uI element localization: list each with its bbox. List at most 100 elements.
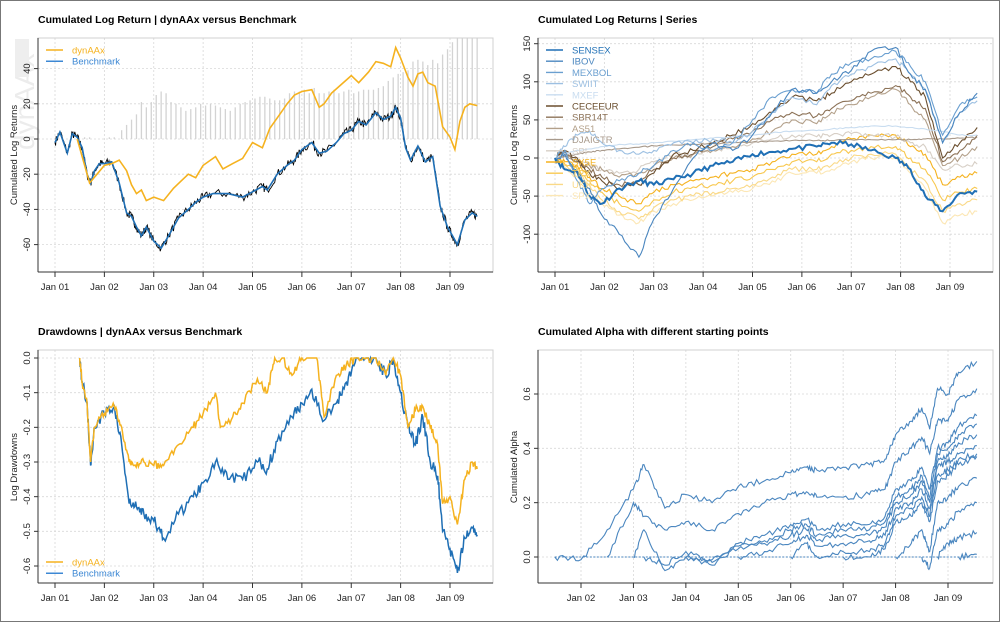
- y-tick-label: 0.2: [522, 496, 533, 509]
- x-tick-label: Jan 04: [672, 593, 701, 604]
- x-tick-label: Jan 04: [189, 593, 218, 604]
- series-line-mexbol: [554, 49, 978, 205]
- y-tick-label: 150: [522, 36, 533, 52]
- legend-label-benchmark: Benchmark: [72, 57, 120, 68]
- alpha-line-start-10: [921, 501, 977, 571]
- y-tick-label: -20: [22, 167, 33, 181]
- legend-label-sx5e: SX5E: [572, 158, 596, 169]
- x-tick-label: Jan 04: [689, 282, 718, 293]
- chart-title: Cumulated Log Returns | Series: [538, 14, 697, 26]
- x-tick-label: Jan 05: [738, 282, 767, 293]
- x-tick-label: Jan 09: [936, 282, 965, 293]
- series-line-sensex: [554, 139, 978, 213]
- legend-label-sensex: SENSEX: [572, 46, 611, 57]
- x-tick-label: Jan 08: [881, 593, 910, 604]
- legend-label-benchmark: Benchmark: [72, 569, 120, 580]
- x-tick-label: Jan 07: [337, 282, 366, 293]
- y-axis-label: Cumulated Alpha: [509, 430, 520, 503]
- legend-label-dynaax: dynAAx: [72, 558, 105, 569]
- legend-label-dynaax: dynAAx: [72, 46, 105, 57]
- y-tick-label: 100: [522, 74, 533, 90]
- y-tick-label: -0.1: [22, 384, 33, 400]
- legend-label-djaigtr: DJAIGTR: [572, 135, 613, 146]
- y-tick-label: -40: [22, 203, 33, 217]
- y-tick-label: 0: [22, 136, 33, 141]
- x-tick-label: Jan 02: [567, 593, 596, 604]
- y-tick-label: -0.5: [22, 523, 33, 539]
- chart-title: Drawdowns | dynAAx versus Benchmark: [38, 326, 242, 338]
- legend-label-swiit: SWIIT: [572, 79, 599, 90]
- series-line-djaigtr: [554, 136, 978, 159]
- y-tick-label: 50: [522, 115, 533, 126]
- cum-log-returns-series-chart: Cumulated Log Returns | Series Cumulated…: [509, 14, 994, 293]
- benchmark-raw-line: [54, 104, 478, 252]
- x-tick-label: Jan 09: [934, 593, 963, 604]
- watermark-block: [15, 39, 29, 77]
- alpha-line-start-6: [737, 445, 977, 561]
- y-tick-label: -0.6: [22, 558, 33, 574]
- x-tick-label: Jan 06: [288, 282, 317, 293]
- series-line-tpx: [554, 144, 978, 212]
- drawdowns-chart: Drawdowns | dynAAx versus Benchmark Log …: [9, 326, 494, 604]
- x-tick-label: Jan 08: [386, 593, 415, 604]
- legend-label-as51: AS51: [572, 124, 595, 135]
- x-tick-label: Jan 08: [386, 282, 415, 293]
- series-line-ibov: [554, 46, 978, 259]
- plot-box: [37, 349, 494, 584]
- legend-label-ibov: IBOV: [572, 57, 595, 68]
- dynaax-drawdown-line: [78, 355, 478, 525]
- legend-label-spi: SPI: [572, 146, 587, 157]
- x-tick-label: Jan 09: [436, 282, 465, 293]
- alpha-line-start-4: [643, 423, 978, 566]
- y-axis-label: Cumulated Log Returns: [9, 105, 20, 206]
- legend-label-spx: SPX: [572, 191, 592, 202]
- alpha-line-start-8: [842, 454, 978, 561]
- legend-label-mxef: MXEF: [572, 90, 599, 101]
- x-tick-label: Jan 05: [724, 593, 753, 604]
- x-tick-label: Jan 03: [139, 282, 168, 293]
- x-tick-label: Jan 06: [288, 593, 317, 604]
- x-tick-label: Jan 05: [238, 593, 267, 604]
- alpha-line-start-2: [606, 388, 978, 558]
- x-tick-label: Jan 01: [41, 593, 70, 604]
- y-axis-label: Log Drawdowns: [9, 433, 20, 501]
- y-tick-label: 0.0: [22, 351, 33, 364]
- dynaax-line: [76, 45, 478, 202]
- alpha-line-start-12: [958, 551, 977, 561]
- y-tick-label: 40: [22, 63, 33, 74]
- plot-box: [37, 37, 494, 273]
- series-line-as51: [554, 88, 978, 178]
- x-tick-label: Jan 03: [139, 593, 168, 604]
- x-tick-label: Jan 08: [886, 282, 915, 293]
- plot-box: [537, 349, 994, 584]
- legend-label-mexbol: MEXBOL: [572, 68, 612, 79]
- x-tick-label: Jan 09: [436, 593, 465, 604]
- benchmark-line: [54, 105, 478, 250]
- cum-log-return-chart: Cumulated Log Return | dynAAx versus Ben…: [9, 14, 494, 293]
- alpha-line-start-9: [895, 476, 977, 560]
- x-tick-label: Jan 06: [776, 593, 805, 604]
- legend-label-ceceeur: CECEEUR: [572, 102, 619, 113]
- alpha-line-start-5: [685, 434, 978, 562]
- legend-label-sbr14t: SBR14T: [572, 113, 608, 124]
- cum-alpha-chart: Cumulated Alpha with different starting …: [509, 326, 994, 604]
- legend-label-tpx: TPX: [572, 169, 591, 180]
- y-tick-label: -0.2: [22, 419, 33, 435]
- chart-title: Cumulated Log Return | dynAAx versus Ben…: [38, 14, 297, 26]
- x-tick-label: Jan 02: [90, 282, 119, 293]
- y-tick-label: -50: [522, 189, 533, 203]
- x-tick-label: Jan 07: [829, 593, 858, 604]
- legend-label-ukx: UKX: [572, 180, 592, 191]
- y-tick-label: 0.0: [522, 550, 533, 563]
- x-tick-label: Jan 01: [41, 282, 70, 293]
- y-tick-label: 0.6: [522, 387, 533, 400]
- y-tick-label: -60: [22, 238, 33, 252]
- x-tick-label: Jan 02: [590, 282, 619, 293]
- x-tick-label: Jan 03: [619, 593, 648, 604]
- alpha-line-start-3: [633, 413, 978, 572]
- y-tick-label: -0.3: [22, 454, 33, 470]
- benchmark-drawdown-line: [78, 355, 478, 574]
- y-axis-label: Cumulated Log Returns: [509, 105, 520, 206]
- alpha-line-start-7: [790, 452, 978, 560]
- x-tick-label: Jan 01: [541, 282, 570, 293]
